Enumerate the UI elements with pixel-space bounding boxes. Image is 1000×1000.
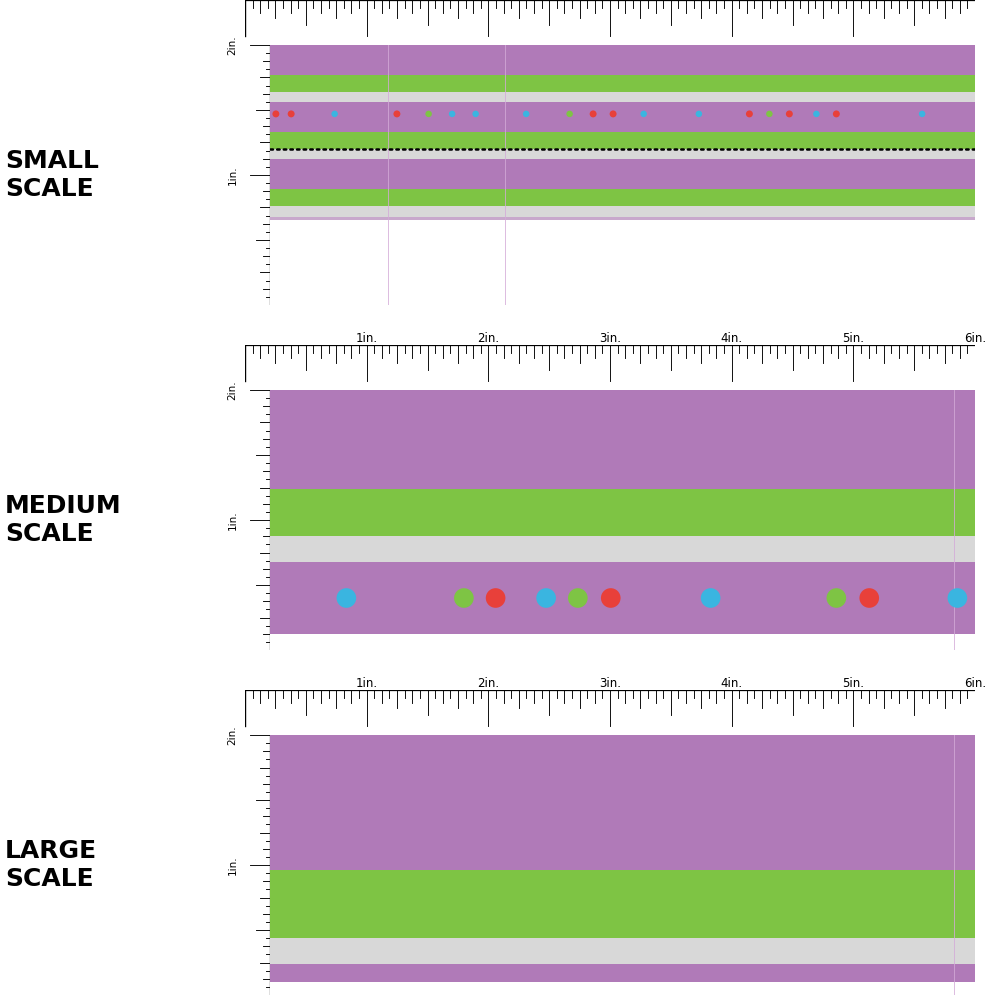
- Point: [468, 106, 484, 122]
- Bar: [270, 562, 975, 634]
- Point: [761, 106, 777, 122]
- Text: 4in.: 4in.: [721, 332, 743, 345]
- Point: [268, 106, 284, 122]
- Text: 3in.: 3in.: [599, 332, 621, 345]
- Point: [914, 106, 930, 122]
- Point: [603, 590, 619, 606]
- Bar: [270, 536, 975, 562]
- Point: [861, 590, 877, 606]
- Bar: [270, 132, 975, 149]
- Bar: [270, 149, 975, 159]
- Point: [562, 106, 578, 122]
- Text: 4in.: 4in.: [721, 677, 743, 690]
- Point: [389, 106, 405, 122]
- Point: [338, 590, 354, 606]
- Point: [585, 106, 601, 122]
- Bar: [270, 45, 975, 75]
- Text: SMALL
SCALE: SMALL SCALE: [5, 149, 99, 201]
- Point: [538, 590, 554, 606]
- Point: [636, 106, 652, 122]
- Point: [691, 106, 707, 122]
- Text: 1in.: 1in.: [356, 332, 378, 345]
- Text: 1in.: 1in.: [228, 165, 238, 185]
- Point: [949, 590, 965, 606]
- Point: [570, 590, 586, 606]
- Text: LARGE
SCALE: LARGE SCALE: [5, 839, 97, 891]
- Point: [421, 106, 437, 122]
- Bar: [270, 189, 975, 206]
- Point: [828, 590, 844, 606]
- Point: [808, 106, 824, 122]
- Text: 3in.: 3in.: [599, 677, 621, 690]
- Text: 2in.: 2in.: [477, 332, 499, 345]
- Bar: [270, 390, 975, 489]
- Text: 6in.: 6in.: [964, 677, 986, 690]
- Bar: [270, 870, 975, 938]
- Bar: [270, 75, 975, 92]
- Bar: [270, 159, 975, 189]
- Point: [605, 106, 621, 122]
- Bar: [270, 206, 975, 217]
- Bar: [270, 938, 975, 964]
- Text: 2in.: 2in.: [477, 677, 499, 690]
- Bar: [270, 217, 975, 220]
- Text: 2in.: 2in.: [228, 725, 238, 745]
- Point: [327, 106, 343, 122]
- Bar: [270, 92, 975, 102]
- Text: 1in.: 1in.: [228, 855, 238, 875]
- Point: [456, 590, 472, 606]
- Point: [444, 106, 460, 122]
- Text: 5in.: 5in.: [842, 332, 864, 345]
- Text: MEDIUM
SCALE: MEDIUM SCALE: [5, 494, 122, 546]
- Point: [518, 106, 534, 122]
- Text: 1in.: 1in.: [356, 677, 378, 690]
- Bar: [270, 735, 975, 870]
- Bar: [270, 964, 975, 982]
- Point: [828, 106, 844, 122]
- Point: [283, 106, 299, 122]
- Point: [781, 106, 797, 122]
- Text: 2in.: 2in.: [228, 35, 238, 55]
- Point: [703, 590, 719, 606]
- Point: [488, 590, 504, 606]
- Text: 1in.: 1in.: [228, 510, 238, 530]
- Point: [741, 106, 757, 122]
- Text: 2in.: 2in.: [228, 380, 238, 400]
- Bar: [270, 489, 975, 536]
- Text: 5in.: 5in.: [842, 677, 864, 690]
- Bar: [270, 102, 975, 132]
- Text: 6in.: 6in.: [964, 332, 986, 345]
